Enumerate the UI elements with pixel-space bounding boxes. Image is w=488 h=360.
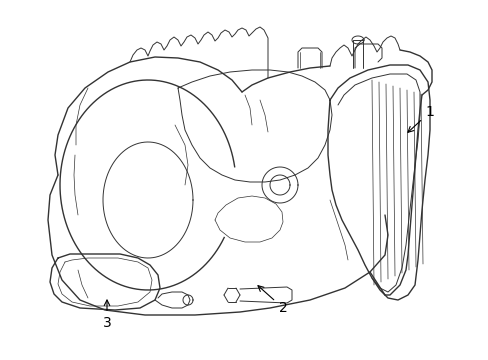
Text: 2: 2 — [258, 286, 287, 315]
Text: 3: 3 — [102, 300, 111, 330]
Text: 1: 1 — [407, 105, 433, 132]
